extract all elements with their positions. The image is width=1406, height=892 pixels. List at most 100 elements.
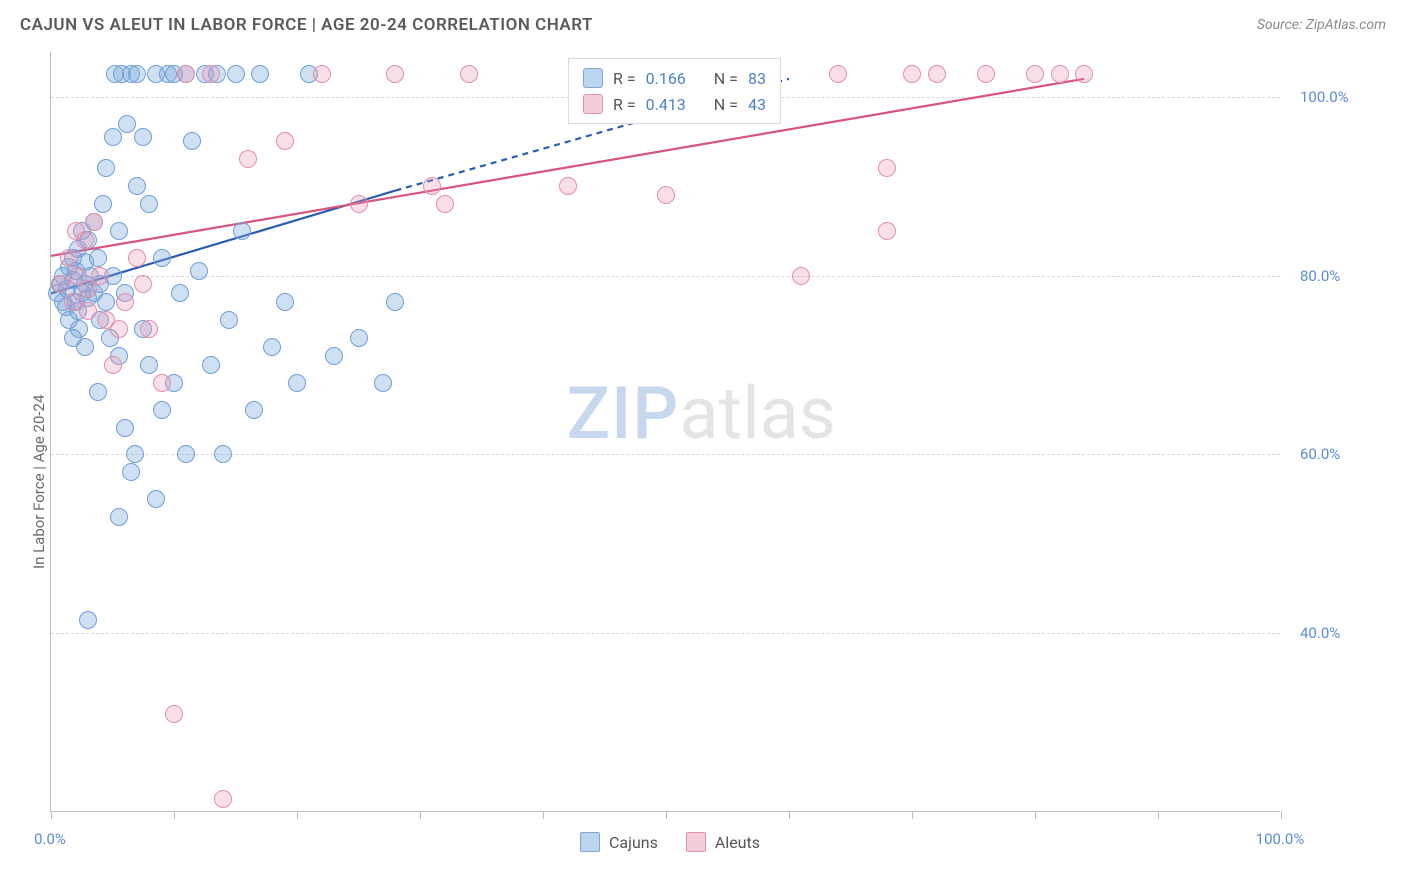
data-point bbox=[110, 222, 128, 240]
data-point bbox=[350, 329, 368, 347]
stats-legend: R = 0.166N = 83R = 0.413N = 43 bbox=[568, 58, 781, 124]
data-point bbox=[140, 356, 158, 374]
data-point bbox=[1051, 65, 1069, 83]
data-point bbox=[97, 293, 115, 311]
data-point bbox=[657, 186, 675, 204]
stat-r-value: 0.413 bbox=[646, 95, 686, 114]
y-axis-label: In Labor Force | Age 20-24 bbox=[30, 394, 48, 568]
data-point bbox=[245, 401, 263, 419]
data-point bbox=[116, 419, 134, 437]
data-point bbox=[91, 267, 109, 285]
data-point bbox=[792, 267, 810, 285]
data-point bbox=[350, 195, 368, 213]
x-tick bbox=[51, 811, 52, 819]
stat-n-value: 83 bbox=[748, 69, 766, 88]
data-point bbox=[276, 293, 294, 311]
data-point bbox=[325, 347, 343, 365]
y-tick-label: 80.0% bbox=[1300, 267, 1340, 285]
data-point bbox=[928, 65, 946, 83]
y-tick-label: 100.0% bbox=[1300, 88, 1349, 106]
trend-lines bbox=[51, 52, 1281, 812]
legend-swatch bbox=[583, 68, 603, 88]
x-tick bbox=[1158, 811, 1159, 819]
data-point bbox=[214, 790, 232, 808]
data-point bbox=[153, 249, 171, 267]
data-point bbox=[128, 177, 146, 195]
stat-r-value: 0.166 bbox=[646, 69, 686, 88]
data-point bbox=[436, 195, 454, 213]
data-point bbox=[165, 705, 183, 723]
data-point bbox=[202, 65, 220, 83]
data-point bbox=[386, 293, 404, 311]
x-tick-label: 0.0% bbox=[34, 830, 66, 848]
x-tick bbox=[789, 811, 790, 819]
data-point bbox=[60, 249, 78, 267]
data-point bbox=[89, 383, 107, 401]
legend-swatch bbox=[583, 94, 603, 114]
legend-item: Aleuts bbox=[686, 832, 760, 852]
x-tick bbox=[666, 811, 667, 819]
data-point bbox=[79, 302, 97, 320]
data-point bbox=[288, 374, 306, 392]
stat-r-label: R = bbox=[613, 95, 636, 114]
data-point bbox=[263, 338, 281, 356]
stat-n-label: N = bbox=[714, 95, 738, 114]
gridline bbox=[51, 633, 1280, 634]
data-point bbox=[374, 374, 392, 392]
data-point bbox=[128, 65, 146, 83]
data-point bbox=[177, 445, 195, 463]
data-point bbox=[147, 490, 165, 508]
data-point bbox=[878, 222, 896, 240]
legend-item: Cajuns bbox=[580, 832, 658, 852]
legend-label: Cajuns bbox=[609, 833, 658, 852]
y-tick-label: 40.0% bbox=[1300, 624, 1340, 642]
data-point bbox=[878, 159, 896, 177]
data-point bbox=[134, 275, 152, 293]
x-tick bbox=[1035, 811, 1036, 819]
data-point bbox=[122, 463, 140, 481]
data-point bbox=[76, 338, 94, 356]
legend-swatch bbox=[580, 832, 600, 852]
y-tick-label: 60.0% bbox=[1300, 445, 1340, 463]
stat-n-value: 43 bbox=[748, 95, 766, 114]
chart-title: CAJUN VS ALEUT IN LABOR FORCE | AGE 20-2… bbox=[20, 15, 593, 35]
data-point bbox=[110, 320, 128, 338]
data-point bbox=[423, 177, 441, 195]
data-point bbox=[85, 213, 103, 231]
data-point bbox=[153, 401, 171, 419]
correlation-chart: CAJUN VS ALEUT IN LABOR FORCE | AGE 20-2… bbox=[0, 0, 1406, 892]
data-point bbox=[128, 249, 146, 267]
data-point bbox=[214, 445, 232, 463]
stat-r-label: R = bbox=[613, 69, 636, 88]
x-tick bbox=[543, 811, 544, 819]
data-point bbox=[177, 65, 195, 83]
data-point bbox=[183, 132, 201, 150]
x-tick bbox=[1281, 811, 1282, 819]
plot-area bbox=[50, 52, 1280, 812]
data-point bbox=[386, 65, 404, 83]
source-attribution: Source: ZipAtlas.com bbox=[1257, 17, 1386, 33]
stats-legend-row: R = 0.166N = 83 bbox=[583, 65, 766, 91]
legend-swatch bbox=[686, 832, 706, 852]
data-point bbox=[227, 65, 245, 83]
series-legend: Cajuns Aleuts bbox=[580, 832, 760, 852]
data-point bbox=[190, 262, 208, 280]
data-point bbox=[1075, 65, 1093, 83]
gridline bbox=[51, 276, 1280, 277]
data-point bbox=[559, 177, 577, 195]
data-point bbox=[171, 284, 189, 302]
data-point bbox=[460, 65, 478, 83]
x-tick-label: 100.0% bbox=[1256, 830, 1305, 848]
data-point bbox=[89, 249, 107, 267]
data-point bbox=[153, 374, 171, 392]
data-point bbox=[116, 293, 134, 311]
data-point bbox=[118, 115, 136, 133]
data-point bbox=[140, 195, 158, 213]
data-point bbox=[239, 150, 257, 168]
x-tick bbox=[420, 811, 421, 819]
data-point bbox=[1026, 65, 1044, 83]
data-point bbox=[202, 356, 220, 374]
data-point bbox=[903, 65, 921, 83]
x-tick bbox=[912, 811, 913, 819]
data-point bbox=[110, 508, 128, 526]
